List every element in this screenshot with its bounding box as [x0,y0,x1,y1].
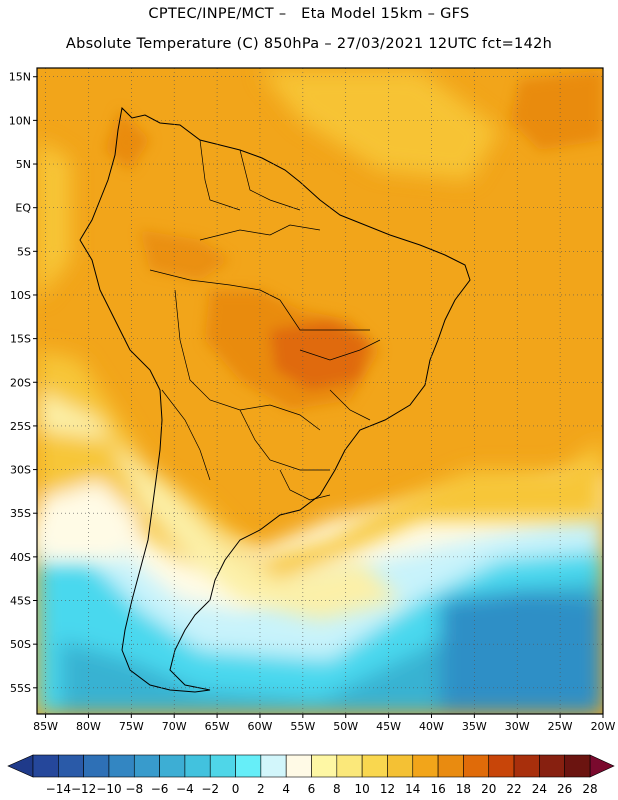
colorbar-swatch [235,754,262,778]
colorbar-swatch [83,754,110,778]
colorbar-label: 22 [506,782,521,796]
colorbar-label: −2 [201,782,219,796]
colorbar-label: 0 [232,782,240,796]
colorbar-label: −6 [151,782,169,796]
longitude-labels: 85W 80W 75W 70W 65W 60W 55W 50W 45W 40W 35W 30W 25W 2… [33,714,616,733]
lon-label: 75W [119,720,144,733]
lat-label: 10N [9,114,31,127]
lon-label: 80W [76,720,101,733]
lat-label: 25S [10,420,31,433]
lat-label: 5S [17,245,31,258]
colorbar-swatch [564,754,591,778]
colorbar-high-arrow [589,754,615,778]
colorbar-label: −8 [125,782,143,796]
lon-label: 45W [376,720,401,733]
lon-label: 60W [248,720,273,733]
lat-label: EQ [15,202,31,215]
lon-label: 85W [33,720,58,733]
lon-label: 40W [419,720,444,733]
lon-label: 20W [591,720,616,733]
colorbar-label: 10 [354,782,369,796]
colorbar-label: 14 [405,782,420,796]
colorbar-label: 28 [582,782,597,796]
lon-label: 50W [333,720,358,733]
colorbar-label: 12 [380,782,395,796]
lat-label: 20S [10,376,31,389]
colorbar-label: 20 [481,782,496,796]
colorbar-swatch [133,754,160,778]
country-borders [149,139,381,501]
title-line-2: Absolute Temperature (C) 850hPa – 27/03/… [65,36,553,52]
title-line-1: CPTEC/INPE/MCT – Eta Model 15km – GFS [148,6,470,22]
colorbar-label: −12 [71,782,96,796]
colorbar-swatch [32,754,59,778]
colorbar-label: −14 [46,782,71,796]
latitude-labels: 15N 10N 5N EQ 5S 10S 15S 20S 25S 30S 35S 40S 45S 50S 5… [9,71,37,695]
lat-label: 15N [9,71,31,84]
colorbar-label: 26 [557,782,572,796]
lat-label: 45S [10,595,31,608]
colorbar-label: 6 [308,782,316,796]
colorbar-swatch [58,754,84,778]
colorbar-swatch [311,754,338,778]
lat-label: 40S [10,551,31,564]
colorbar-swatch [387,754,414,778]
colorbar-swatch [463,754,490,778]
lat-label: 55S [10,682,31,695]
colorbar-label: −4 [176,782,194,796]
lon-label: 55W [290,720,315,733]
lon-label: 25W [548,720,573,733]
map-frame [36,67,604,715]
colorbar-swatch [437,754,464,778]
lat-label: 30S [10,464,31,477]
colorbar-label: 2 [257,782,265,796]
lat-label: 5N [16,158,31,171]
colorbar-swatch [285,754,312,778]
colorbar-label: 24 [532,782,547,796]
colorbar-swatch [184,754,211,778]
lon-label: 70W [162,720,187,733]
colorbar-label: 4 [282,782,290,796]
lat-label: 10S [10,289,31,302]
colorbar-swatch [260,754,287,778]
colorbar-swatch [539,754,565,778]
colorbar-swatch [336,754,363,778]
colorbar-swatch [361,754,388,778]
lat-label: 35S [10,507,31,520]
colorbar-swatch [159,754,186,778]
colorbar-label: 16 [430,782,445,796]
lon-label: 65W [205,720,230,733]
colorbar-label: 18 [456,782,471,796]
colorbar-swatch [108,754,135,778]
colorbar-label: 8 [333,782,341,796]
colorbar-swatch [412,754,439,778]
lon-label: 35W [462,720,487,733]
lat-label: 15S [10,333,31,346]
colorbar-swatch [209,754,236,778]
colorbar-swatch [513,754,540,778]
colorbar-label: −10 [96,782,121,796]
colorbar-swatch [488,754,515,778]
lon-label: 30W [505,720,530,733]
lat-label: 50S [10,638,31,651]
temperature-field [37,68,603,714]
colorbar-low-arrow [7,754,34,778]
